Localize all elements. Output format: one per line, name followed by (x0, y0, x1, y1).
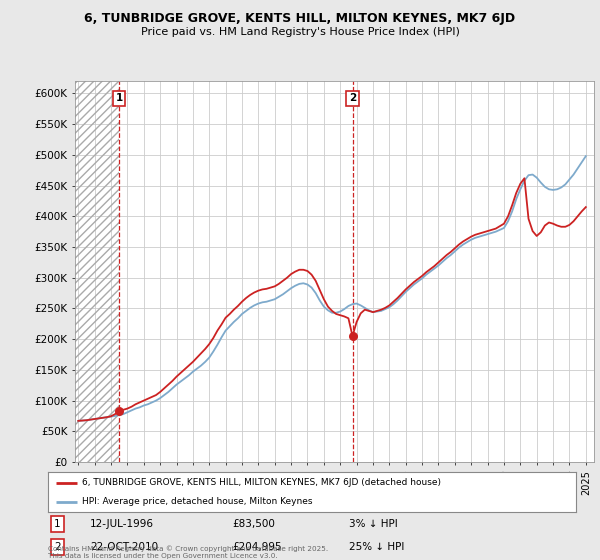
Text: £204,995: £204,995 (233, 542, 283, 552)
Text: HPI: Average price, detached house, Milton Keynes: HPI: Average price, detached house, Milt… (82, 497, 313, 506)
Text: 22-OCT-2010: 22-OCT-2010 (90, 542, 158, 552)
Point (115, 406, 124, 415)
Text: 12-JUL-1996: 12-JUL-1996 (90, 519, 154, 529)
Text: Contains HM Land Registry data © Crown copyright and database right 2025.
This d: Contains HM Land Registry data © Crown c… (48, 546, 328, 559)
Text: 6, TUNBRIDGE GROVE, KENTS HILL, MILTON KEYNES, MK7 6JD (detached house): 6, TUNBRIDGE GROVE, KENTS HILL, MILTON K… (82, 478, 442, 487)
Text: £83,500: £83,500 (233, 519, 275, 529)
Text: 1: 1 (54, 519, 61, 529)
Text: 2: 2 (54, 542, 61, 552)
Text: 2: 2 (349, 94, 356, 104)
Text: 3% ↓ HPI: 3% ↓ HPI (349, 519, 398, 529)
Text: 6, TUNBRIDGE GROVE, KENTS HILL, MILTON KEYNES, MK7 6JD: 6, TUNBRIDGE GROVE, KENTS HILL, MILTON K… (85, 12, 515, 25)
Text: 1: 1 (116, 94, 123, 104)
Bar (75, 81, 119, 462)
Text: 25% ↓ HPI: 25% ↓ HPI (349, 542, 404, 552)
Point (348, 332, 358, 340)
Text: Price paid vs. HM Land Registry's House Price Index (HPI): Price paid vs. HM Land Registry's House … (140, 27, 460, 37)
